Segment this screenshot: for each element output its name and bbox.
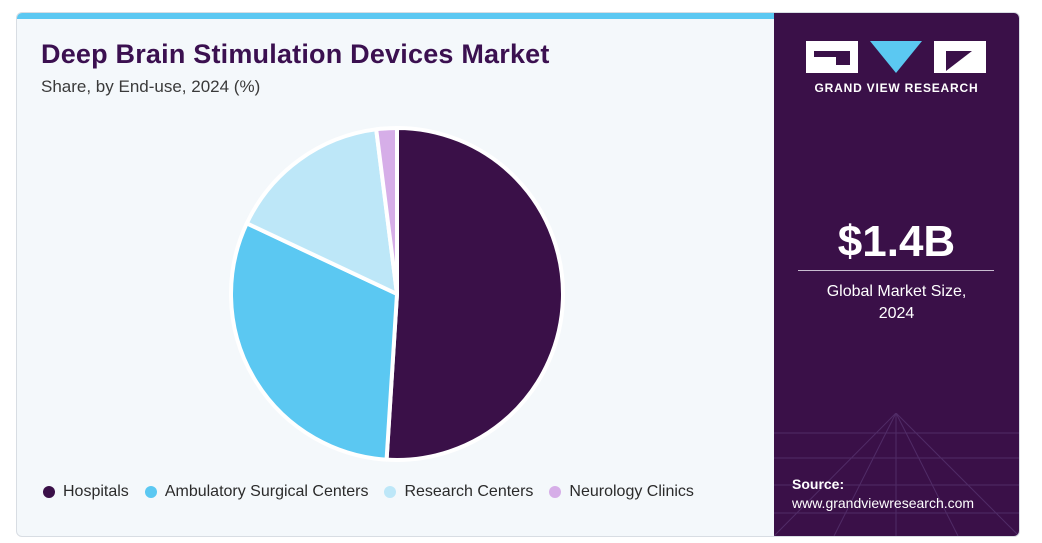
- chart-panel: Deep Brain Stimulation Devices Market Sh…: [17, 13, 774, 536]
- divider: [798, 270, 994, 271]
- pie-slice-research-centers: [244, 127, 399, 296]
- pie-svg: [229, 126, 565, 462]
- legend-swatch: [43, 486, 55, 498]
- pie-slice-hospitals: [384, 126, 565, 462]
- legend-swatch: [384, 486, 397, 498]
- source-link[interactable]: www.grandviewresearch.com: [792, 495, 975, 511]
- legend: Hospitals Ambulatory Surgical Centers Rese…: [43, 483, 710, 501]
- decorative-grid: [774, 413, 1019, 536]
- legend-label: Research Centers: [404, 483, 534, 500]
- pie-slice-neurology-clinics: [374, 126, 399, 296]
- chart-card: Deep Brain Stimulation Devices Market Sh…: [16, 12, 1020, 537]
- legend-label: Ambulatory Surgical Centers: [164, 483, 369, 500]
- legend-label: Hospitals: [63, 483, 129, 500]
- info-sidebar: GRAND VIEW RESEARCH $1.4B Global Market …: [774, 13, 1019, 536]
- chart-subtitle: Share, by End-use, 2024 (%): [41, 77, 261, 96]
- legend-item: Hospitals: [43, 483, 129, 501]
- legend-swatch: [549, 486, 562, 498]
- legend-swatch: [144, 486, 157, 498]
- legend-item: Neurology Clinics: [549, 483, 694, 501]
- pie-chart: [222, 119, 572, 469]
- market-size-value: $1.4B: [837, 217, 956, 266]
- accent-bar: [17, 13, 774, 19]
- market-size-label: Global Market Size, 2024: [774, 281, 1019, 325]
- pie-slice-ambulatory-surgical-centers: [229, 221, 399, 462]
- market-size-label-line2: 2024: [878, 305, 915, 322]
- legend-label: Neurology Clinics: [569, 483, 694, 500]
- source-note: Source: www.grandviewresearch.com: [792, 475, 974, 513]
- legend-item: Ambulatory Surgical Centers: [144, 483, 369, 501]
- grand-view-research-logo: [806, 41, 986, 73]
- source-label: Source:: [792, 476, 845, 492]
- chart-title: Deep Brain Stimulation Devices Market: [41, 39, 550, 69]
- legend-item: Research Centers: [384, 483, 533, 501]
- brand-name: GRAND VIEW RESEARCH: [814, 81, 979, 95]
- market-size-label-line1: Global Market Size,: [826, 283, 967, 300]
